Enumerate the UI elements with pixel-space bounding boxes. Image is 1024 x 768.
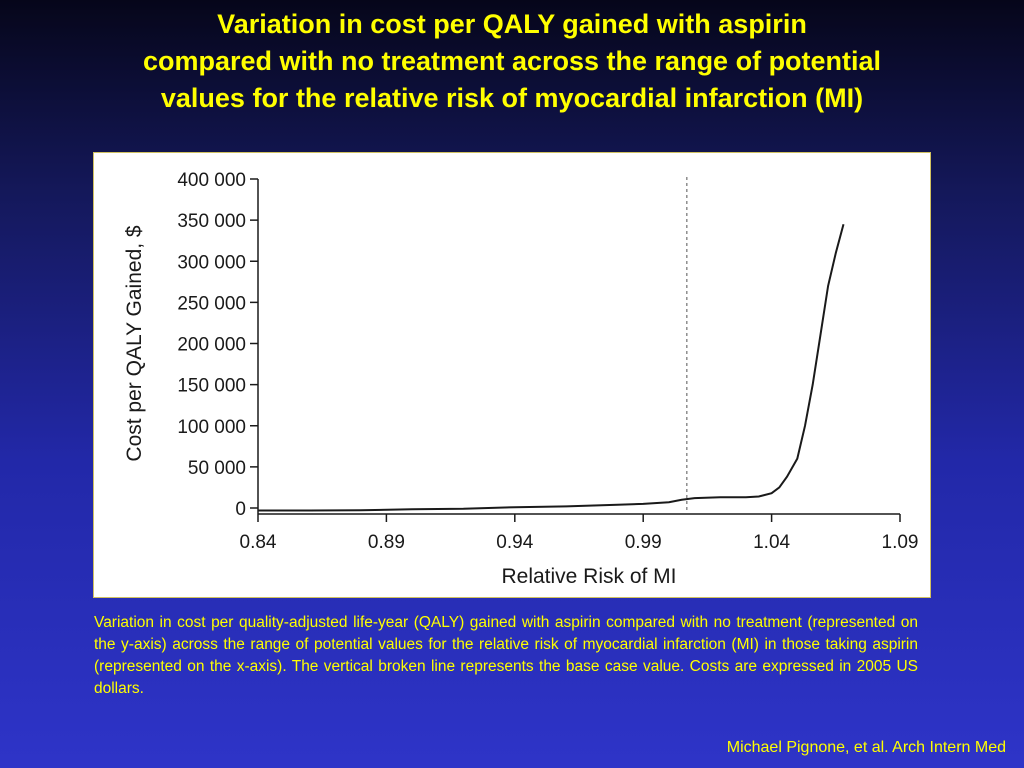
y-tick-label: 200 000 xyxy=(177,335,246,356)
x-axis: 0.84 0.89 0.94 0.99 1.04 1.09 xyxy=(240,513,919,553)
y-tick-label: 100 000 xyxy=(177,417,246,438)
y-axis-title: Cost per QALY Gained, $ xyxy=(123,225,146,462)
y-tick-label: 150 000 xyxy=(177,376,246,397)
x-tick-label: 0.99 xyxy=(625,532,662,553)
x-axis-title: Relative Risk of MI xyxy=(501,565,676,588)
x-tick-label: 1.04 xyxy=(753,532,790,553)
y-tick-label: 400 000 xyxy=(177,170,246,191)
y-tick-label: 50 000 xyxy=(188,458,246,479)
x-tick-label: 0.84 xyxy=(240,532,277,553)
y-tick-label: 0 xyxy=(235,499,246,520)
y-tick-label: 300 000 xyxy=(177,252,246,273)
title-line-2: compared with no treatment across the ra… xyxy=(142,46,882,76)
slide-title: Variation in cost per QALY gained with a… xyxy=(10,6,1014,117)
title-line-3: values for the relative risk of myocardi… xyxy=(160,83,864,113)
chart-svg: 0 50 000 100 000 150 000 200 000 250 000 300 0… xyxy=(123,170,919,588)
figure-caption: Variation in cost per quality-adjusted l… xyxy=(94,614,918,697)
citation: Michael Pignone, et al. Arch Intern Med xyxy=(726,739,1006,756)
x-tick-label: 1.09 xyxy=(882,532,919,553)
y-tick-label: 250 000 xyxy=(177,293,246,314)
chart-panel: 0 50 000 100 000 150 000 200 000 250 000 300 0… xyxy=(93,152,931,598)
y-axis: 0 50 000 100 000 150 000 200 000 250 000 300 0… xyxy=(177,170,259,520)
title-line-1: Variation in cost per QALY gained with a… xyxy=(217,9,807,39)
x-tick-label: 0.89 xyxy=(368,532,405,553)
y-tick-label: 350 000 xyxy=(177,211,246,232)
x-tick-label: 0.94 xyxy=(496,532,533,553)
cost-curve-line xyxy=(258,223,845,512)
